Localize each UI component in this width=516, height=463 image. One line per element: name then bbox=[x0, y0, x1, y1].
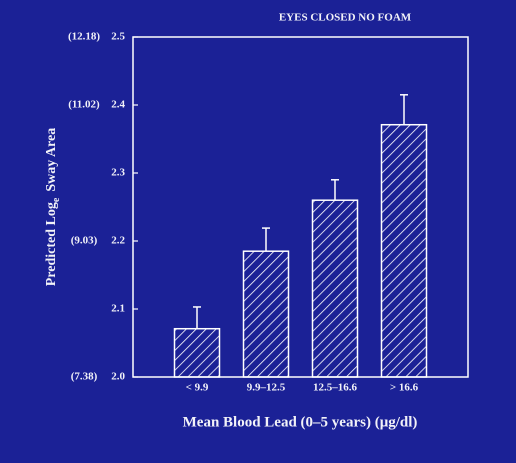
y-tick-label: 2.4 bbox=[111, 99, 125, 111]
y-axis-label-rest: Sway Area bbox=[44, 128, 59, 192]
y-axis-label-subscript: e bbox=[51, 197, 62, 202]
plot-frame bbox=[132, 36, 469, 378]
y2-tick-label: (11.02) bbox=[68, 99, 100, 111]
x-axis-label: Mean Blood Lead (0–5 years) (μg/dl) bbox=[183, 414, 418, 430]
y-tick-label: 2.0 bbox=[111, 371, 125, 383]
y2-tick-label: (7.38) bbox=[71, 371, 98, 383]
x-tick-label: < 9.9 bbox=[186, 382, 209, 394]
bar bbox=[242, 250, 290, 378]
y-axis-label: Predicted Loge Sway Area bbox=[44, 128, 62, 287]
y2-tick-label: (12.18) bbox=[68, 31, 100, 43]
bar bbox=[380, 123, 428, 378]
y-tick-label: 2.5 bbox=[111, 31, 125, 43]
y-tick-label: 2.1 bbox=[111, 303, 125, 315]
bar bbox=[173, 327, 221, 378]
bar bbox=[311, 199, 359, 378]
y-axis-label-main: Predicted Log bbox=[44, 202, 59, 286]
x-tick-label: 9.9–12.5 bbox=[247, 382, 286, 394]
y2-tick-label: (9.03) bbox=[71, 235, 98, 247]
x-tick-label: 12.5–16.6 bbox=[313, 382, 358, 394]
chart-title: EYES CLOSED NO FOAM bbox=[279, 12, 412, 24]
x-tick-label: > 16.6 bbox=[390, 382, 419, 394]
y-tick-label: 2.3 bbox=[111, 167, 125, 179]
y-tick-label: 2.2 bbox=[111, 235, 125, 247]
